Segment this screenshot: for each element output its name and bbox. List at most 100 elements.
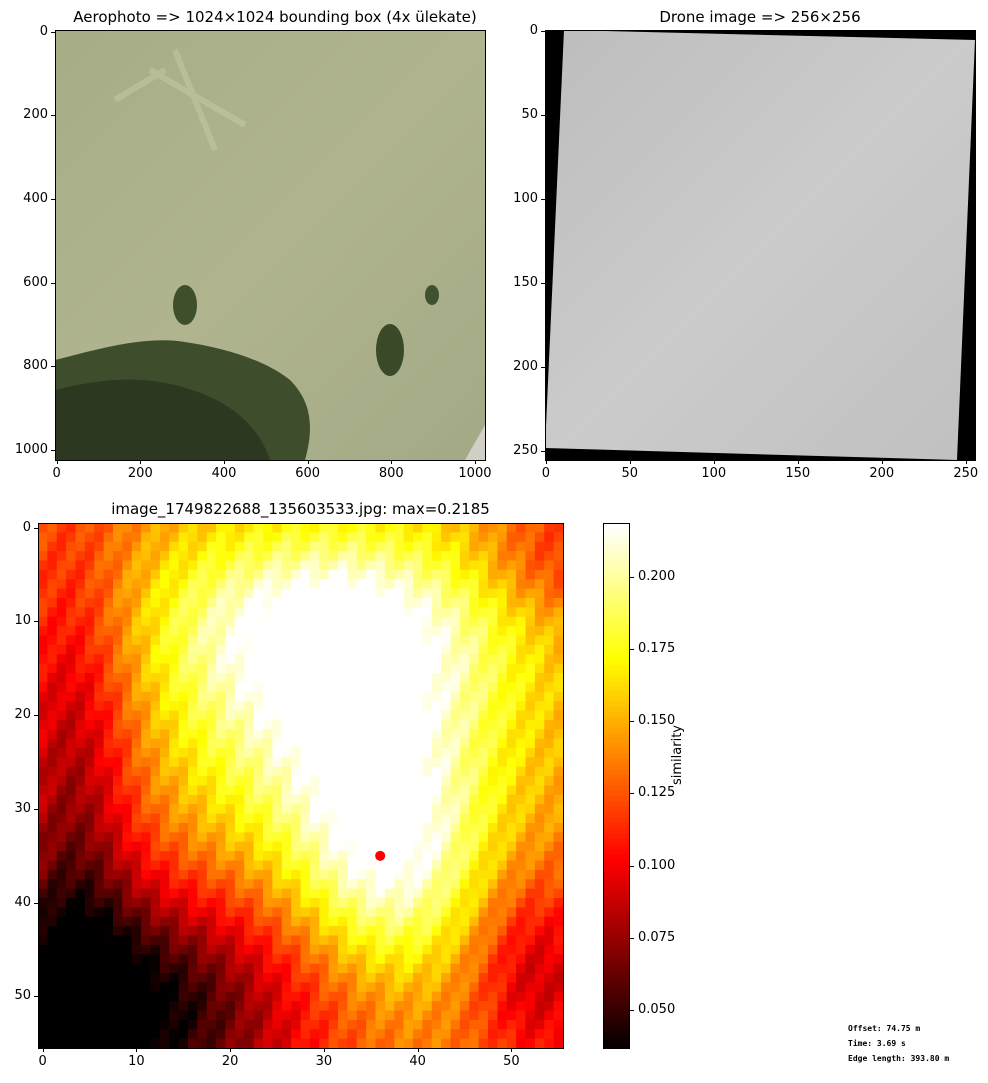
heatmap-cell — [281, 579, 292, 590]
heatmap-cell — [309, 579, 320, 590]
heatmap-cell — [450, 851, 461, 862]
heatmap-cell — [506, 682, 517, 693]
heatmap-cell — [75, 1029, 86, 1040]
heatmap-cell — [319, 523, 330, 533]
heatmap-cell — [216, 982, 227, 993]
heatmap-cell — [319, 804, 330, 815]
heatmap-cell — [234, 598, 245, 608]
heatmap-cell — [525, 1038, 536, 1048]
heatmap-cell — [384, 916, 395, 927]
heatmap-cell — [488, 541, 498, 552]
heatmap-cell — [150, 823, 161, 833]
heatmap-cell — [141, 588, 152, 599]
heatmap-cell — [103, 926, 114, 937]
heatmap-cell — [66, 673, 77, 683]
heatmap-cell — [234, 588, 245, 599]
heatmap-cell — [150, 813, 161, 824]
heatmap-cell — [206, 916, 217, 927]
heatmap-cell — [188, 644, 198, 655]
heatmap-cell — [178, 944, 189, 955]
heatmap-cell — [197, 963, 208, 974]
heatmap-cell — [188, 701, 198, 712]
heatmap-cell — [263, 673, 273, 683]
heatmap-cell — [431, 616, 442, 627]
heatmap-cell — [56, 888, 67, 899]
heatmap-cell — [384, 879, 395, 890]
heatmap-cell — [319, 973, 330, 983]
heatmap-cell — [263, 644, 273, 655]
heatmap-cell — [544, 748, 555, 758]
heatmap-cell — [244, 813, 255, 824]
heatmap-cell — [544, 1019, 555, 1030]
heatmap-cell — [534, 626, 545, 637]
heatmap-cell — [244, 869, 255, 880]
heatmap-cell — [56, 579, 67, 590]
heatmap-cell — [225, 851, 236, 862]
heatmap-cell — [413, 626, 423, 637]
heatmap-cell — [300, 1001, 311, 1012]
colorbar-segment — [603, 701, 629, 708]
heatmap-cell — [291, 879, 302, 890]
heatmap-cell — [291, 832, 302, 843]
heatmap-cell — [84, 729, 95, 740]
heatmap-cell — [506, 691, 517, 702]
heatmap-cell — [141, 644, 152, 655]
heatmap-cell — [84, 973, 95, 983]
heatmap-cell — [525, 823, 536, 833]
heatmap-cell — [338, 626, 348, 637]
heatmap-cell — [403, 916, 414, 927]
heatmap-cell — [272, 776, 283, 787]
heatmap-cell — [441, 626, 452, 637]
heatmap-cell — [497, 710, 508, 721]
heatmap-cell — [103, 598, 114, 608]
heatmap-cell — [544, 907, 555, 918]
heatmap-cell — [553, 616, 563, 627]
heatmap-cell — [384, 682, 395, 693]
heatmap-cell — [488, 738, 498, 749]
heatmap-cell — [309, 935, 320, 946]
colorbar-segment — [603, 628, 629, 634]
heatmap-cell — [413, 588, 423, 599]
heatmap-cell — [122, 991, 133, 1002]
heatmap-cell — [178, 551, 189, 562]
heatmap-cell — [197, 813, 208, 824]
heatmap-cell — [384, 1001, 395, 1012]
heatmap-cell — [188, 841, 198, 852]
heatmap-cell — [122, 616, 133, 627]
heatmap-cell — [394, 579, 405, 590]
heatmap-cell — [94, 1001, 105, 1012]
heatmap-cell — [122, 973, 133, 983]
heatmap-cell — [309, 588, 320, 599]
heatmap-cell — [478, 626, 489, 637]
heatmap-cell — [356, 794, 367, 805]
heatmap-cell — [94, 991, 105, 1002]
heatmap-cell — [253, 673, 264, 683]
heatmap-cell — [272, 663, 283, 674]
heatmap-cell — [488, 832, 498, 843]
heatmap-cell — [534, 935, 545, 946]
heatmap-cell — [188, 569, 198, 580]
heatmap-cell — [459, 1038, 470, 1048]
heatmap-cell — [122, 916, 133, 927]
heatmap-cell — [422, 757, 433, 768]
heatmap-cell — [141, 954, 152, 965]
heatmap-cell — [366, 963, 377, 974]
heatmap-cell — [291, 738, 302, 749]
heatmap-cell — [525, 588, 536, 599]
heatmap-cell — [525, 926, 536, 937]
heatmap-cell — [338, 823, 348, 833]
heatmap-cell — [272, 635, 283, 646]
heatmap-cell — [66, 851, 77, 862]
heatmap-cell — [384, 579, 395, 590]
heatmap-cell — [169, 588, 180, 599]
heatmap-cell — [94, 813, 105, 824]
colorbar-segment — [603, 1021, 629, 1028]
heatmap-cell — [150, 1029, 161, 1040]
heatmap-cell — [347, 794, 358, 805]
heatmap-cell — [394, 635, 405, 646]
heatmap-cell — [234, 626, 245, 637]
heatmap-cell — [234, 673, 245, 683]
heatmap-cell — [478, 523, 489, 533]
heatmap-cell — [159, 935, 170, 946]
heatmap-cell — [478, 944, 489, 955]
